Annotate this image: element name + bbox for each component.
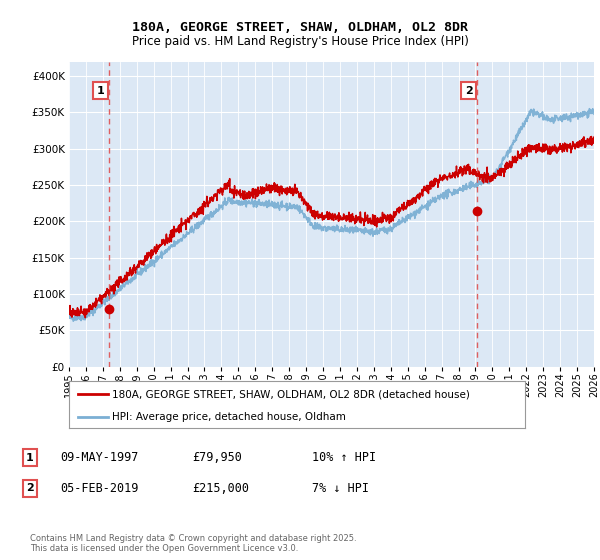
Text: 180A, GEORGE STREET, SHAW, OLDHAM, OL2 8DR: 180A, GEORGE STREET, SHAW, OLDHAM, OL2 8…	[132, 21, 468, 34]
Text: HPI: Average price, detached house, Oldham: HPI: Average price, detached house, Oldh…	[112, 412, 346, 422]
Text: £215,000: £215,000	[192, 482, 249, 495]
Text: 180A, GEORGE STREET, SHAW, OLDHAM, OL2 8DR (detached house): 180A, GEORGE STREET, SHAW, OLDHAM, OL2 8…	[112, 389, 470, 399]
Text: £79,950: £79,950	[192, 451, 242, 464]
Text: Price paid vs. HM Land Registry's House Price Index (HPI): Price paid vs. HM Land Registry's House …	[131, 35, 469, 48]
Text: 1: 1	[97, 86, 104, 96]
Text: 10% ↑ HPI: 10% ↑ HPI	[312, 451, 376, 464]
Text: 1: 1	[26, 452, 34, 463]
Text: 05-FEB-2019: 05-FEB-2019	[60, 482, 139, 495]
Text: 7% ↓ HPI: 7% ↓ HPI	[312, 482, 369, 495]
Text: 2: 2	[464, 86, 472, 96]
Text: Contains HM Land Registry data © Crown copyright and database right 2025.
This d: Contains HM Land Registry data © Crown c…	[30, 534, 356, 553]
Text: 2: 2	[26, 483, 34, 493]
Text: 09-MAY-1997: 09-MAY-1997	[60, 451, 139, 464]
